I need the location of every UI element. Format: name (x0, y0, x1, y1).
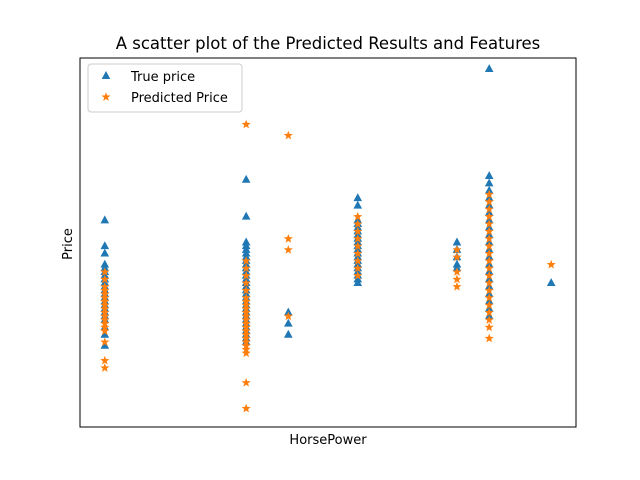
chart-title: A scatter plot of the Predicted Results … (116, 34, 541, 53)
x-axis-label: HorsePower (289, 433, 367, 448)
legend-label-predicted-price: Predicted Price (131, 91, 228, 106)
predicted-price-point (241, 263, 251, 273)
predicted-price-point (484, 285, 494, 295)
series-predicted-price (100, 119, 556, 413)
predicted-price-point (484, 293, 494, 302)
legend-star-icon (101, 92, 111, 101)
predicted-price-point (484, 241, 494, 251)
predicted-price-point (241, 278, 251, 287)
true-price-point (484, 178, 494, 187)
predicted-price-point (484, 278, 494, 287)
true-price-point (100, 329, 110, 338)
predicted-price-point (484, 300, 494, 310)
predicted-price-point (283, 234, 293, 243)
predicted-price-point (353, 248, 363, 258)
predicted-price-point (100, 337, 110, 347)
predicted-price-point (241, 270, 251, 280)
predicted-price-point (484, 211, 494, 221)
predicted-price-point (241, 256, 251, 265)
predicted-price-point (452, 252, 462, 262)
predicted-price-point (452, 267, 462, 276)
predicted-price-point (484, 234, 494, 243)
true-price-point (353, 278, 363, 287)
predicted-price-point (353, 256, 363, 265)
predicted-price-point (241, 377, 251, 387)
predicted-price-point (241, 403, 251, 413)
legend-triangle-icon (101, 71, 111, 79)
true-price-point (546, 278, 556, 287)
predicted-price-point (100, 363, 110, 372)
predicted-price-point (283, 311, 293, 321)
predicted-price-point (484, 204, 494, 214)
predicted-price-point (283, 245, 293, 254)
predicted-price-point (484, 219, 494, 228)
predicted-price-point (283, 130, 293, 140)
predicted-price-point (484, 226, 494, 236)
legend-marker-true-price (101, 71, 111, 79)
predicted-price-point (353, 226, 363, 236)
predicted-price-point (484, 256, 494, 265)
predicted-price-point (353, 219, 363, 228)
predicted-price-point (546, 259, 556, 269)
legend-box (87, 63, 243, 113)
true-price-point (100, 215, 110, 224)
true-price-point (100, 241, 110, 250)
predicted-price-point (100, 267, 110, 276)
predicted-price-point (241, 348, 251, 358)
predicted-price-point (100, 326, 110, 335)
true-price-point (100, 248, 110, 257)
legend-marker-predicted-price (101, 92, 111, 101)
true-price-point (284, 329, 293, 338)
predicted-price-point (484, 315, 494, 324)
true-price-point (353, 200, 363, 209)
legend: True price Predicted Price (87, 63, 243, 113)
y-axis-label: Price (61, 228, 76, 260)
predicted-price-point (484, 248, 494, 258)
true-price-point (284, 318, 293, 327)
true-price-point (484, 171, 494, 180)
predicted-price-point (484, 197, 494, 206)
plot-frame (79, 57, 577, 428)
predicted-price-point (353, 270, 363, 280)
predicted-price-point (484, 307, 494, 317)
points-layer (100, 64, 556, 413)
predicted-price-point (484, 263, 494, 273)
predicted-price-point (100, 355, 110, 365)
legend-label-true-price: True price (130, 70, 195, 85)
predicted-price-point (452, 245, 462, 254)
true-price-point (484, 64, 494, 73)
true-price-point (241, 211, 251, 220)
predicted-price-point (353, 211, 363, 221)
true-price-point (100, 340, 110, 349)
predicted-price-point (241, 285, 251, 295)
predicted-price-point (484, 270, 494, 280)
predicted-price-point (241, 119, 251, 129)
predicted-price-point (452, 281, 462, 291)
predicted-price-point (353, 241, 363, 251)
predicted-price-point (484, 189, 494, 199)
true-price-point (353, 193, 363, 202)
true-price-point (452, 237, 462, 246)
predicted-price-point (353, 234, 363, 243)
predicted-price-point (484, 322, 494, 332)
predicted-price-point (452, 274, 462, 284)
predicted-price-point (353, 263, 363, 273)
predicted-price-point (100, 274, 110, 284)
true-price-point (241, 174, 251, 183)
predicted-price-point (484, 333, 494, 343)
